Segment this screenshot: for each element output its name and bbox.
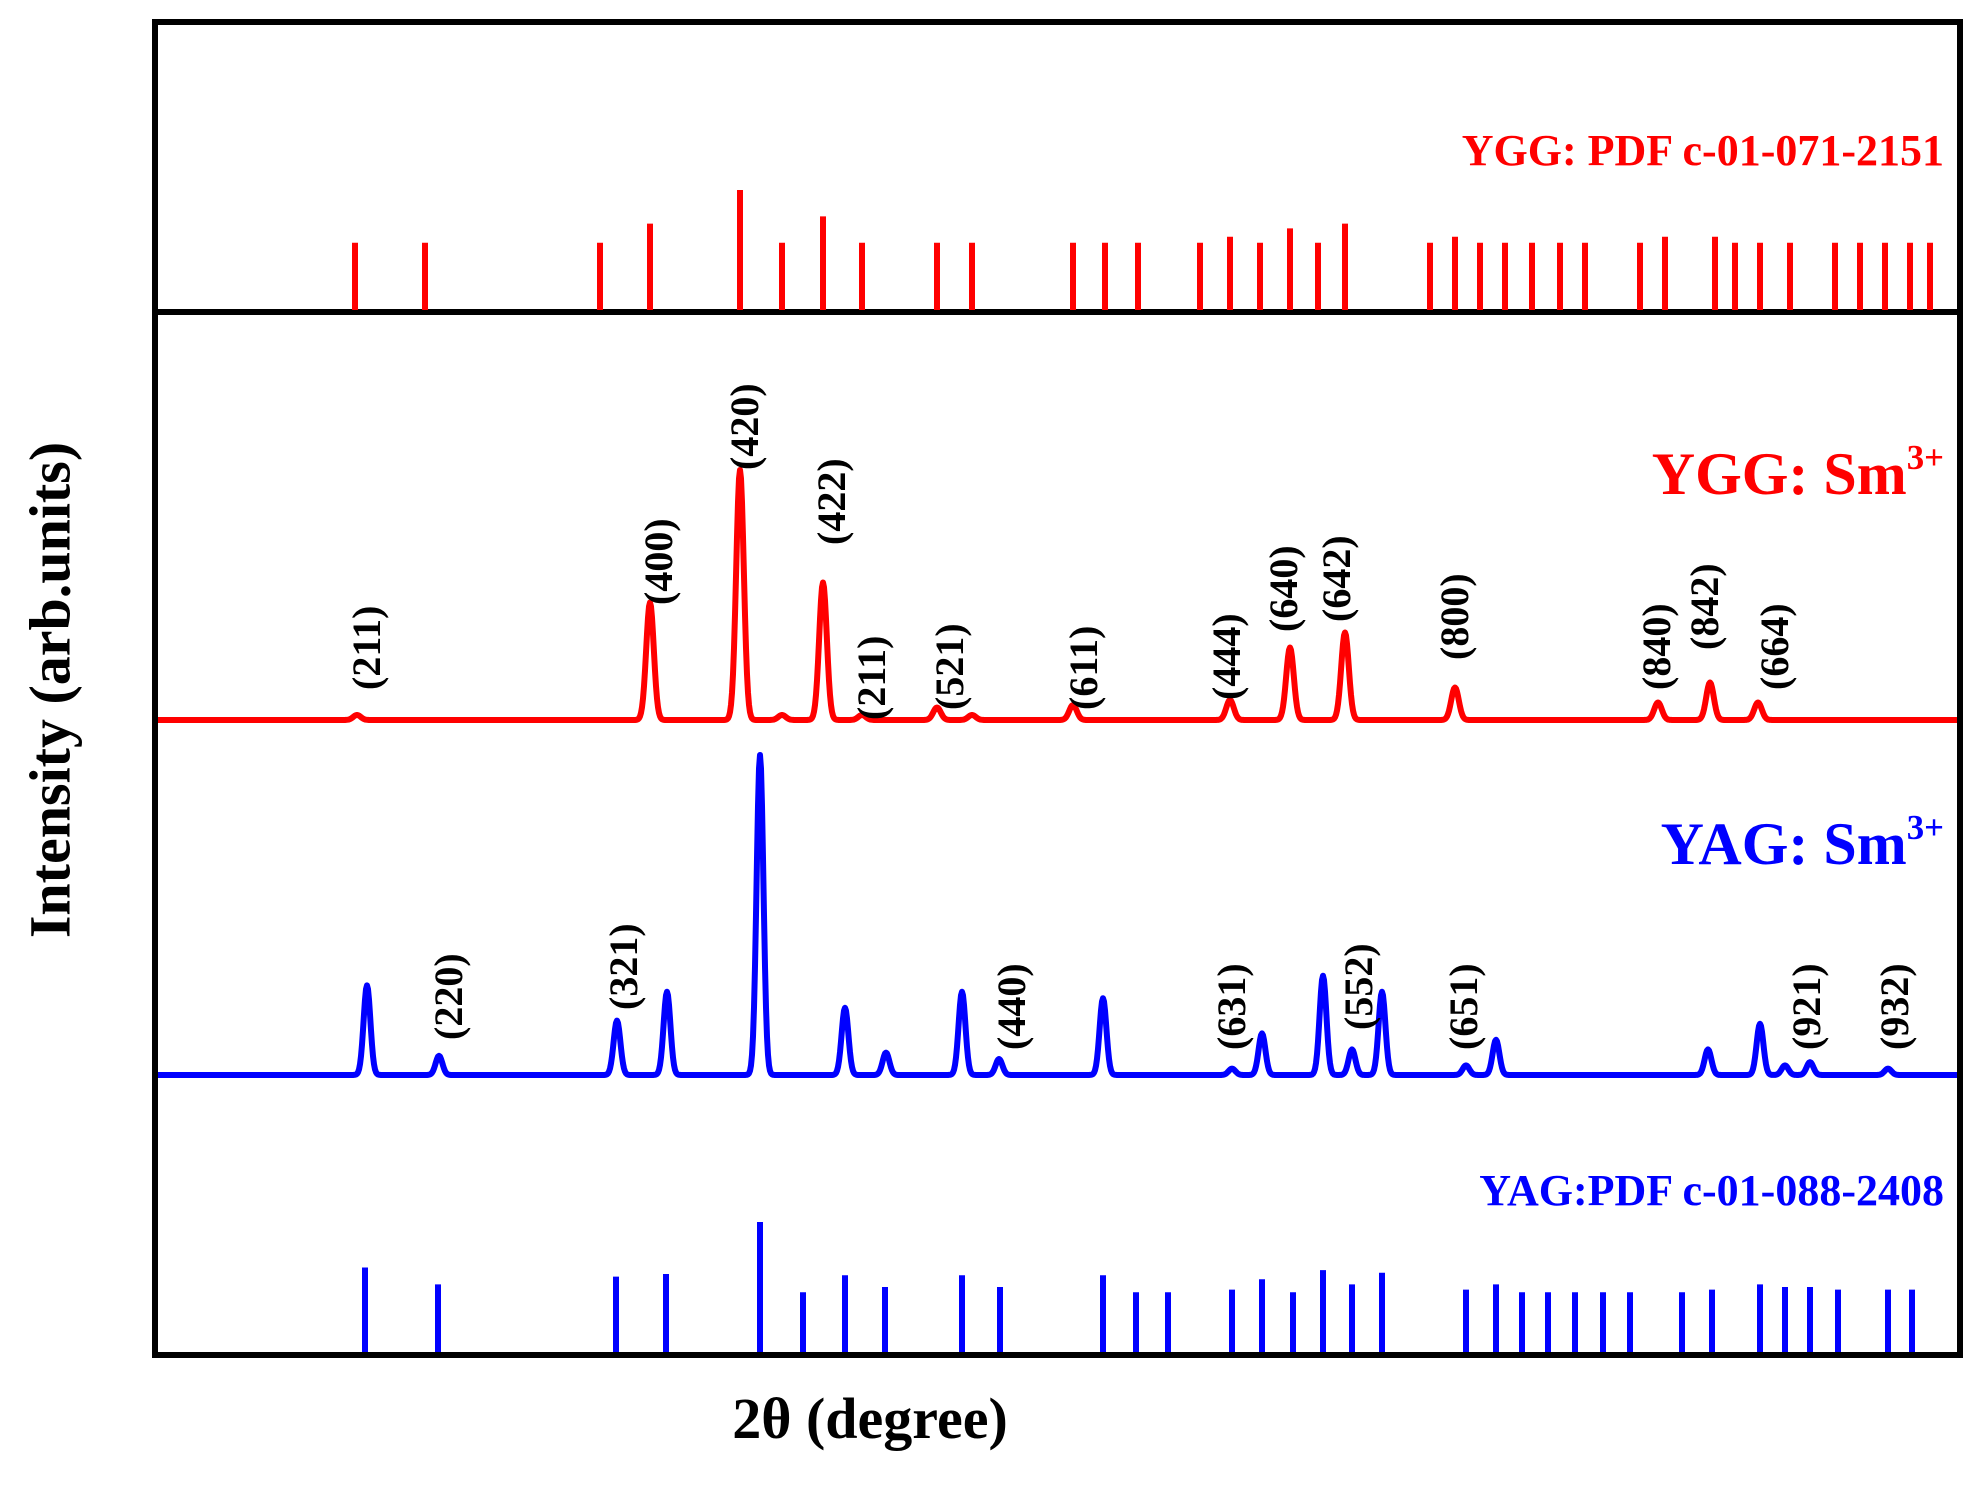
series-label-ygg-reference: YGG: PDF c-01-071-2151 bbox=[1461, 126, 1944, 175]
hkl-label: (211) bbox=[344, 606, 389, 690]
hkl-label: (842) bbox=[1682, 563, 1727, 650]
hkl-label: (921) bbox=[1784, 963, 1829, 1050]
panel-yag-sm bbox=[156, 752, 1959, 1078]
series-label-yag-reference: YAG:PDF c-01-088-2408 bbox=[1479, 1166, 1944, 1215]
hkl-label: (521) bbox=[927, 623, 972, 710]
hkl-label: (321) bbox=[601, 923, 646, 1010]
y-axis-label-box: Intensity (arb.units) bbox=[10, 360, 90, 1020]
hkl-label: (664) bbox=[1752, 603, 1797, 690]
hkl-label: (211) bbox=[849, 636, 894, 720]
pattern-line bbox=[156, 467, 1959, 723]
y-axis-label: Intensity (arb.units) bbox=[17, 441, 83, 939]
hkl-label: (631) bbox=[1209, 963, 1254, 1050]
panel-yag-reference bbox=[362, 1222, 1915, 1352]
plot-frame bbox=[152, 19, 1963, 1358]
pattern-line bbox=[156, 752, 1959, 1078]
frame-border bbox=[152, 19, 1963, 1358]
hkl-label: (800) bbox=[1432, 573, 1477, 660]
hkl-label: (444) bbox=[1204, 613, 1249, 700]
hkl-label: (640) bbox=[1261, 545, 1306, 632]
hkl-label: (840) bbox=[1634, 603, 1679, 690]
hkl-label: (220) bbox=[426, 953, 471, 1040]
x-axis-label: 2θ (degree) bbox=[732, 1386, 1008, 1451]
hkl-label: (400) bbox=[636, 518, 681, 605]
hkl-label: (440) bbox=[989, 963, 1034, 1050]
panel-ygg-sm bbox=[156, 467, 1959, 723]
series-label-ygg-sm: YGG: Sm3+ bbox=[1651, 438, 1944, 507]
series-label-yag-sm: YAG: Sm3+ bbox=[1660, 808, 1944, 877]
hkl-label: (552) bbox=[1336, 943, 1381, 1030]
panel-ygg-reference bbox=[352, 190, 1933, 310]
hkl-label: (422) bbox=[809, 458, 854, 545]
hkl-label: (420) bbox=[722, 383, 767, 470]
hkl-label: (651) bbox=[1441, 963, 1486, 1050]
hkl-label: (932) bbox=[1872, 963, 1917, 1050]
hkl-labels: (211) (400) (420) (422) (211) (521) (611) (444)… bbox=[344, 383, 1917, 1050]
hkl-label: (642) bbox=[1314, 535, 1359, 622]
hkl-label: (611) bbox=[1061, 626, 1106, 710]
